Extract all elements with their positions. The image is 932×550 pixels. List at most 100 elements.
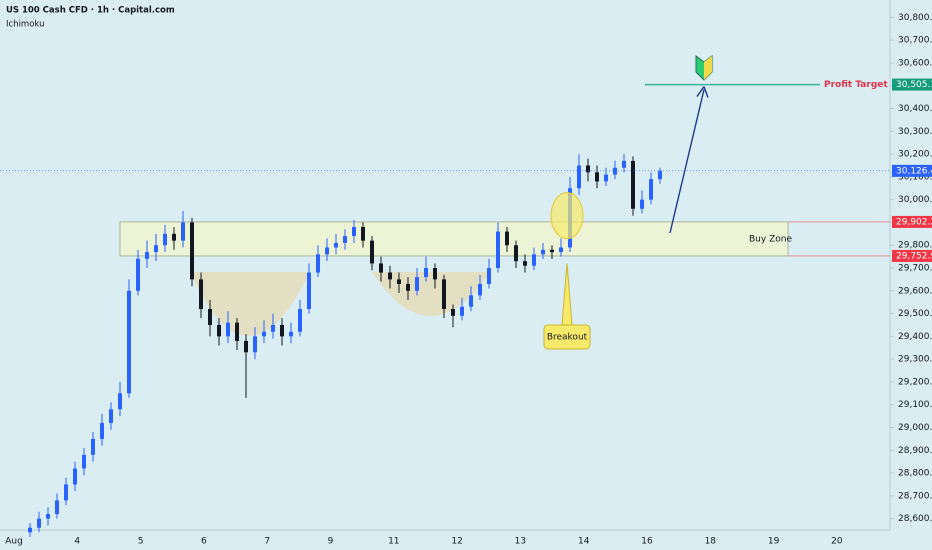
candle-body — [388, 272, 392, 280]
candle-body — [289, 331, 293, 337]
candle-body — [649, 179, 653, 200]
buy-zone-label: Buy Zone — [749, 234, 792, 244]
y-tick-label: 29,600.0 — [898, 286, 932, 296]
y-tick-label: 28,800.0 — [898, 469, 932, 479]
candle-body — [595, 172, 599, 182]
y-tick-label: 28,600.0 — [898, 514, 932, 524]
candle-body — [658, 170, 662, 180]
candle-body — [469, 295, 473, 307]
y-tick-label: 30,800.0 — [898, 13, 932, 23]
candle-body — [559, 247, 563, 253]
candle-body — [244, 340, 248, 353]
x-tick-label: 11 — [388, 537, 399, 547]
candle-body — [505, 231, 509, 246]
candle-body — [316, 254, 320, 273]
chart-title: US 100 Cash CFD · 1h · Capital.com — [6, 6, 175, 16]
candle-body — [613, 167, 617, 175]
breakout-box — [543, 324, 591, 350]
candle-body — [73, 468, 77, 485]
candle-body — [478, 283, 482, 296]
candle-body — [154, 245, 158, 253]
x-tick-label: 14 — [578, 537, 590, 547]
y-tick-label: 30,000.0 — [898, 195, 932, 205]
candle-body — [208, 309, 212, 325]
candle-body — [496, 231, 500, 268]
candle-body — [280, 324, 284, 337]
x-tick-label: 19 — [768, 537, 780, 547]
price-tag — [892, 164, 932, 177]
indicator-name: Ichimoku — [6, 20, 44, 30]
candle-body — [127, 290, 131, 394]
candle-body — [523, 261, 527, 266]
target-arrow — [669, 89, 705, 234]
candle-body — [262, 331, 266, 337]
y-tick-label: 30,100.0 — [898, 172, 932, 182]
candle-body — [163, 233, 167, 246]
candle-body — [451, 309, 455, 316]
profit-target-label: Profit Target — [824, 80, 888, 90]
price-tag-label: 29,902.2 — [896, 217, 932, 227]
candle-body — [442, 279, 446, 310]
y-tick-label: 30,200.0 — [898, 150, 932, 160]
y-tick-label: 29,400.0 — [898, 332, 932, 342]
candle-body — [217, 324, 221, 337]
candle-body — [46, 514, 50, 519]
candle-body — [55, 500, 59, 515]
x-tick-label: 12 — [451, 537, 462, 547]
price-tag — [892, 215, 932, 228]
candle-body — [91, 438, 95, 455]
candle-body — [604, 174, 608, 182]
price-tag-label: 29,752.9 — [896, 251, 932, 261]
candle-body — [343, 236, 347, 243]
y-tick-label: 29,700.0 — [898, 264, 932, 274]
x-tick-label: 18 — [705, 537, 717, 547]
last-price-label: 30,126.4 — [896, 166, 932, 176]
candle-body — [64, 484, 68, 501]
target-arrowhead — [696, 86, 709, 98]
candle-body — [172, 233, 176, 241]
buy-zone — [119, 221, 789, 257]
candle-body — [541, 249, 545, 255]
breakout-circle — [550, 192, 584, 240]
candle-body — [424, 268, 428, 278]
candle-body — [415, 277, 419, 291]
candle-body — [532, 254, 536, 266]
x-tick-label: 13 — [515, 537, 526, 547]
y-tick-label: 30,600.0 — [898, 58, 932, 68]
candle-body — [550, 249, 554, 253]
candle-body — [136, 258, 140, 291]
price-tag — [892, 249, 932, 262]
candle-body — [190, 222, 194, 280]
price-tag — [892, 78, 932, 91]
candle-body — [352, 226, 356, 237]
candle-body — [253, 336, 257, 353]
candle-body — [334, 242, 338, 248]
candle-body — [514, 245, 518, 262]
candle-body — [397, 279, 401, 284]
candle-body — [199, 279, 203, 310]
candle-body — [577, 165, 581, 189]
breakout-label: Breakout — [547, 333, 588, 343]
y-tick-label: 29,100.0 — [898, 400, 932, 410]
candle-body — [640, 199, 644, 209]
x-tick-label: 9 — [328, 537, 334, 547]
y-tick-label: 30,300.0 — [898, 127, 932, 137]
y-tick-label: 28,700.0 — [898, 491, 932, 501]
candle-body — [226, 322, 230, 337]
profit-target-value: 30,505.1 — [896, 80, 932, 90]
candle-body — [325, 247, 329, 255]
y-tick-label: 30,700.0 — [898, 36, 932, 46]
x-tick-label: 6 — [201, 537, 207, 547]
candle-body — [28, 527, 32, 533]
cup-left — [190, 272, 310, 336]
candle-body — [460, 306, 464, 316]
x-tick-label: 5 — [138, 537, 144, 547]
cup-right — [372, 272, 490, 316]
y-tick-label: 29,000.0 — [898, 423, 932, 433]
x-tick-label: 16 — [641, 537, 653, 547]
shield-icon-half — [704, 56, 712, 80]
candle-body — [109, 409, 113, 423]
candle-body — [379, 263, 383, 273]
